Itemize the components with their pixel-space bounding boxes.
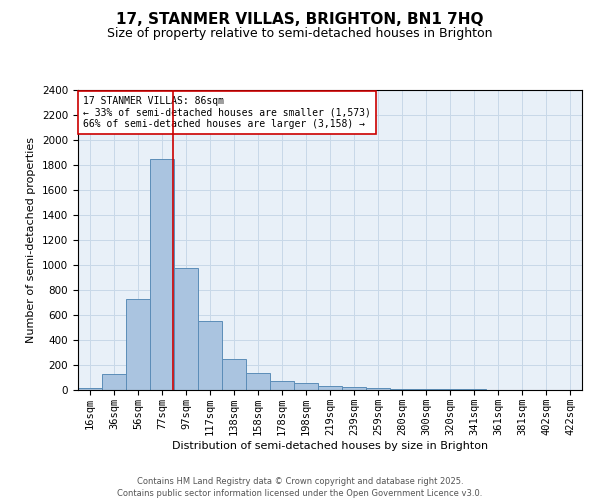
Bar <box>78 388 102 390</box>
Bar <box>150 159 174 390</box>
Bar <box>294 383 318 390</box>
Bar <box>102 374 126 390</box>
Bar <box>270 380 294 390</box>
Bar <box>390 389 414 390</box>
Bar <box>318 386 342 390</box>
Text: 17, STANMER VILLAS, BRIGHTON, BN1 7HQ: 17, STANMER VILLAS, BRIGHTON, BN1 7HQ <box>116 12 484 28</box>
Y-axis label: Number of semi-detached properties: Number of semi-detached properties <box>26 137 37 343</box>
Bar <box>126 298 150 390</box>
Bar <box>222 360 246 390</box>
X-axis label: Distribution of semi-detached houses by size in Brighton: Distribution of semi-detached houses by … <box>172 440 488 450</box>
Bar <box>174 268 198 390</box>
Bar <box>366 388 390 390</box>
Bar <box>246 373 270 390</box>
Bar <box>198 322 222 390</box>
Bar <box>342 387 366 390</box>
Text: 17 STANMER VILLAS: 86sqm
← 33% of semi-detached houses are smaller (1,573)
66% o: 17 STANMER VILLAS: 86sqm ← 33% of semi-d… <box>83 96 371 129</box>
Text: Size of property relative to semi-detached houses in Brighton: Size of property relative to semi-detach… <box>107 28 493 40</box>
Text: Contains HM Land Registry data © Crown copyright and database right 2025.
Contai: Contains HM Land Registry data © Crown c… <box>118 476 482 498</box>
